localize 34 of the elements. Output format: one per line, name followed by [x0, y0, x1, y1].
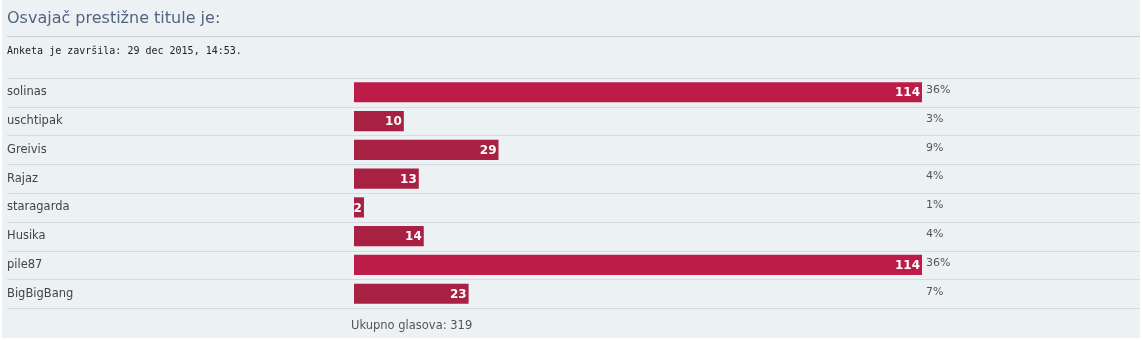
y-tick-label: BigBigBang: [7, 285, 74, 300]
y-tick-label: Greivis: [7, 141, 47, 156]
bar: [354, 82, 922, 103]
text: Osvajač prestižne titule je:: [7, 8, 221, 27]
data-label: 10: [385, 114, 402, 129]
text: 36%: [926, 255, 951, 269]
data-label: 29: [479, 142, 497, 157]
bar: [354, 226, 424, 247]
bar: [354, 254, 922, 276]
bar: [354, 139, 499, 160]
text: 4%: [926, 227, 944, 241]
data-label: 114: [894, 85, 920, 100]
y-tick-label: solinas: [7, 84, 47, 99]
data-label: 14: [405, 229, 422, 244]
bar: [354, 283, 469, 304]
text: 4%: [926, 169, 944, 183]
y-tick-label: staragarda: [7, 199, 70, 214]
y-tick-label: Husika: [7, 228, 46, 243]
data-label: 13: [400, 171, 417, 186]
text: 3%: [926, 111, 944, 125]
data-label: 114: [894, 258, 920, 273]
text: Ukupno glasova: 319: [351, 318, 473, 332]
text: 1%: [926, 198, 944, 212]
text: 7%: [926, 284, 944, 298]
bar: [354, 110, 404, 132]
y-tick-label: Rajaz: [7, 170, 39, 185]
text: 9%: [926, 140, 944, 154]
y-tick-label: pile87: [7, 256, 43, 271]
data-label: 2: [353, 200, 362, 215]
data-label: 23: [449, 286, 467, 301]
bar: [354, 168, 419, 189]
text: 36%: [926, 83, 951, 97]
y-tick-label: uschtipak: [7, 113, 63, 128]
text: Anketa je završila: 29 dec 2015, 14:53.: [7, 45, 242, 56]
